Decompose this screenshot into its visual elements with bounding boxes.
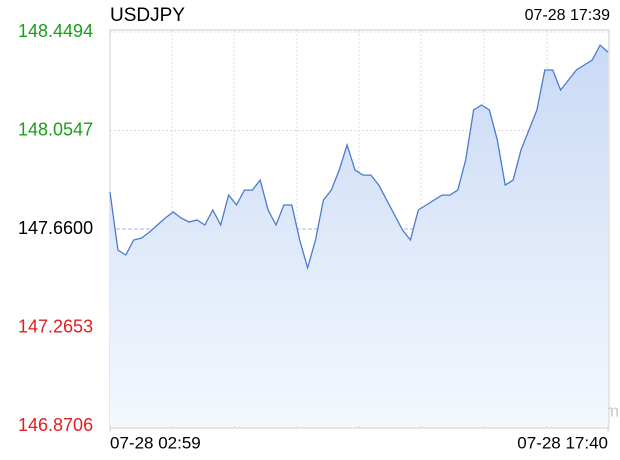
y-tick-label: 148.0547 <box>18 119 93 139</box>
x-tick-label: 07-28 17:40 <box>517 433 608 452</box>
chart-title: USDJPY <box>110 5 185 26</box>
y-tick-label: 148.4494 <box>18 21 93 41</box>
timestamp: 07-28 17:39 <box>525 7 611 24</box>
y-tick-label: 147.2653 <box>18 316 93 336</box>
area-fill <box>110 45 608 426</box>
x-tick-label: 07-28 02:59 <box>110 433 201 452</box>
price-line <box>109 44 609 271</box>
y-tick-label: 147.6600 <box>18 218 93 238</box>
y-tick-label: 146.8706 <box>18 415 93 435</box>
